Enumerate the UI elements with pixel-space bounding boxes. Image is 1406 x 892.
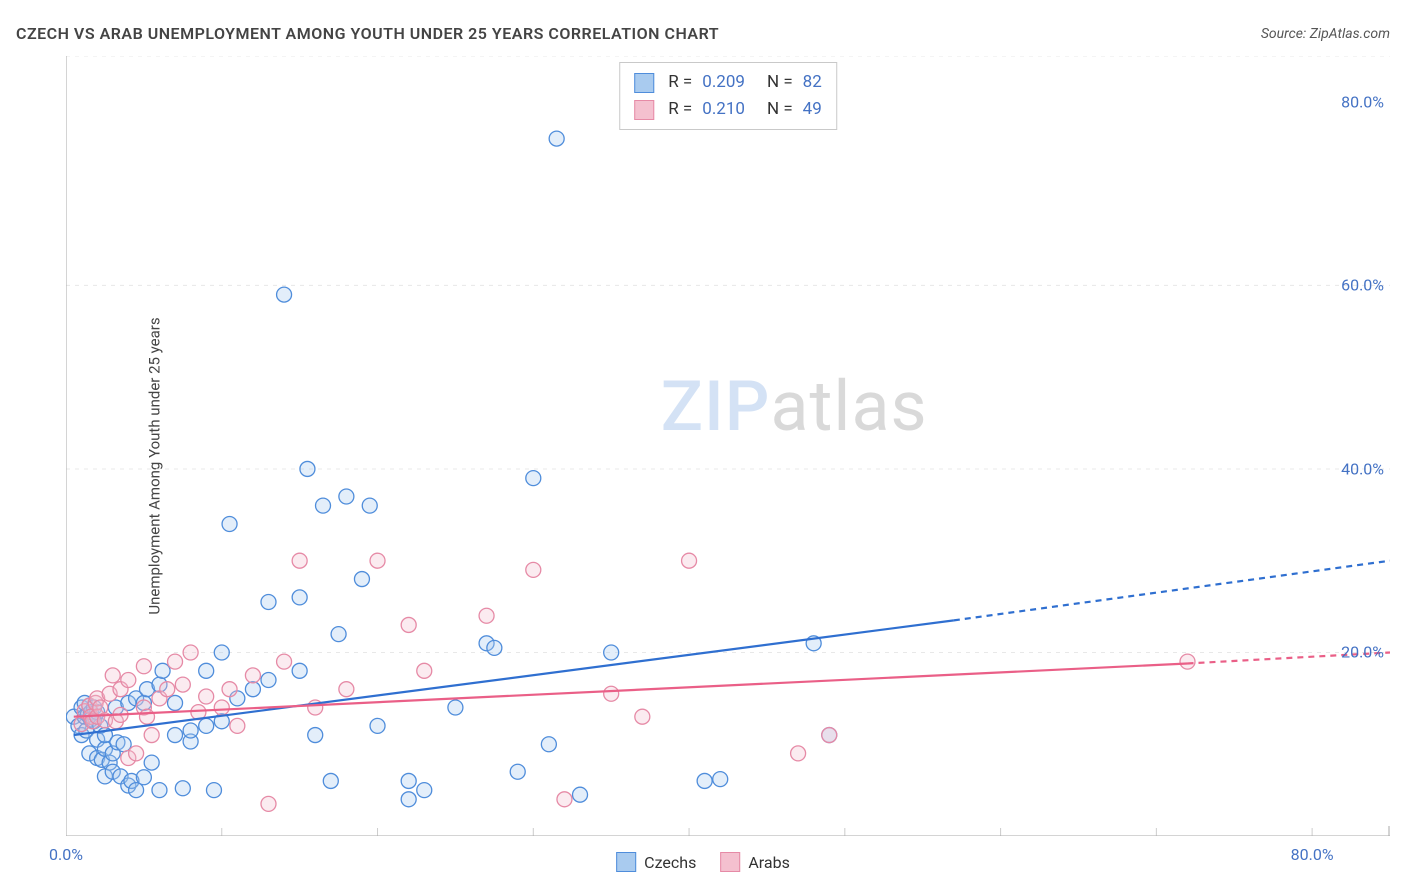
chart-header: CZECH VS ARAB UNEMPLOYMENT AMONG YOUTH U… [16,24,1390,43]
x-tick-label: 0.0% [49,845,83,864]
legend-swatch-arabs [634,100,654,120]
legend-r-label: R = [668,69,692,96]
legend-n-label: N = [767,96,793,123]
chart-title: CZECH VS ARAB UNEMPLOYMENT AMONG YOUTH U… [16,24,719,43]
legend-n-label: N = [767,69,793,96]
legend-r-value: 0.210 [702,96,745,123]
legend-row: R = 0.210 N = 49 [634,96,822,123]
y-tick-label: 40.0% [1341,459,1384,478]
y-tick-label: 60.0% [1341,276,1384,295]
legend-swatch-arabs [720,852,740,872]
scatter-chart [66,56,1390,836]
plot-area: ZIPatlas R = 0.209 N = 82 R = 0.210 N = … [66,56,1390,836]
legend-row: R = 0.209 N = 82 [634,69,822,96]
legend-n-value: 49 [803,96,822,123]
legend-label: Arabs [748,853,790,872]
legend-swatch-czechs [634,73,654,93]
legend-item-czechs: Czechs [616,852,696,872]
chart-container: Unemployment Among Youth under 25 years … [16,56,1390,876]
legend-r-label: R = [668,96,692,123]
legend-item-arabs: Arabs [720,852,790,872]
legend-n-value: 82 [803,69,822,96]
legend-r-value: 0.209 [702,69,745,96]
y-tick-label: 20.0% [1341,643,1384,662]
y-tick-label: 80.0% [1341,92,1384,111]
x-tick-label: 80.0% [1291,845,1334,864]
legend-label: Czechs [644,853,696,872]
chart-source: Source: ZipAtlas.com [1261,26,1390,42]
correlation-legend: R = 0.209 N = 82 R = 0.210 N = 49 [619,62,837,130]
legend-swatch-czechs [616,852,636,872]
series-legend: Czechs Arabs [616,852,790,872]
